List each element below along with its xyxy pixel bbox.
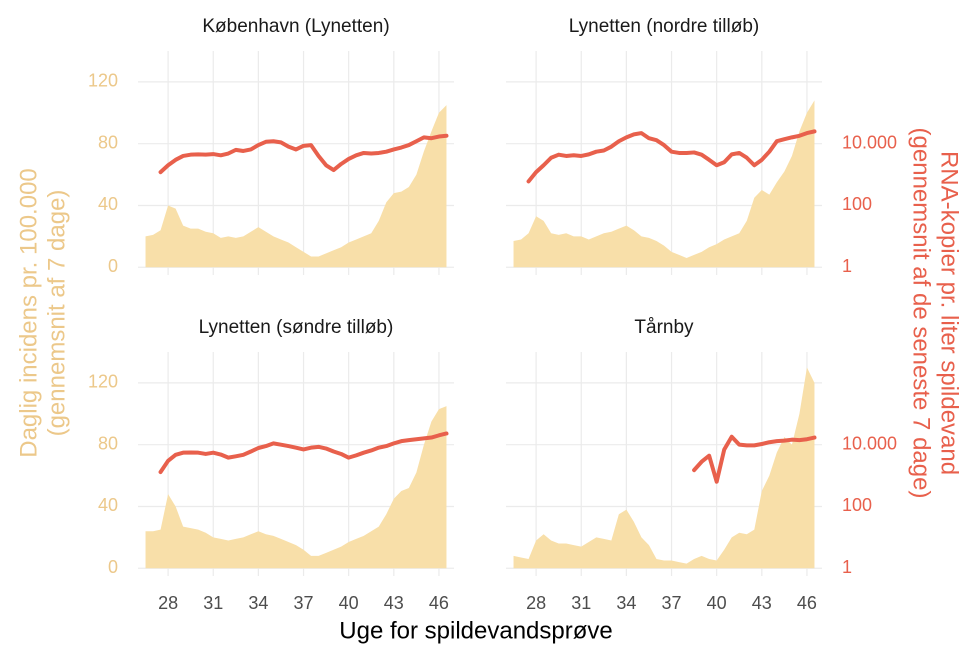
y2-axis-title-line: RNA-kopier pr. liter spildevand [936,151,963,475]
area [145,105,447,268]
area [513,100,815,268]
x-tick-label: 43 [384,593,404,613]
y-tick-label: 0 [108,557,118,577]
x-tick-label: 34 [248,593,268,613]
y-tick-label: 120 [88,372,118,392]
x-axis-title: Uge for spildevandsprøve [339,617,612,644]
y-tick-label: 40 [98,194,118,214]
y2-tick-label: 100 [842,495,872,515]
area [145,406,447,569]
y2-tick-label: 10.000 [842,132,897,152]
x-tick-label: 31 [203,593,223,613]
y-tick-label: 80 [98,433,118,453]
y2-axis-title-line: (gennemsnit af de seneste 7 dage) [908,128,935,499]
x-tick-label: 46 [797,593,817,613]
panel-title: Tårnby [634,317,694,338]
y2-tick-label: 100 [842,194,872,214]
x-tick-label: 40 [707,593,727,613]
x-tick-label: 28 [158,593,178,613]
x-tick-label: 46 [429,593,449,613]
y-axis-title-line: Daglig incidens pr. 100.000 [15,168,42,458]
line [692,434,817,484]
panel-title: Lynetten (søndre tilløb) [199,317,394,338]
y2-tick-label: 1 [842,256,852,276]
x-tick-label: 40 [339,593,359,613]
x-tick-label: 28 [526,593,546,613]
y-axis-title-line: (gennemsnit af 7 dage) [43,190,70,437]
y2-tick-label: 10.000 [842,433,897,453]
x-tick-label: 37 [294,593,314,613]
x-tick-label: 34 [616,593,636,613]
x-tick-label: 43 [752,593,772,613]
y-tick-label: 0 [108,256,118,276]
line [158,133,449,175]
x-tick-label: 37 [662,593,682,613]
panel-title: Lynetten (nordre tilløb) [569,16,759,37]
y-tick-label: 80 [98,132,118,152]
area [513,367,815,569]
y-axis-title: Daglig incidens pr. 100.000 (gennemsnit … [15,168,70,458]
line [526,129,817,184]
y2-axis-title: RNA-kopier pr. liter spildevand (gennems… [908,128,963,499]
y-tick-label: 40 [98,495,118,515]
x-tick-label: 31 [571,593,591,613]
line [158,431,449,475]
y-tick-label: 120 [88,71,118,91]
panel-title: København (Lynetten) [202,16,389,37]
y2-tick-label: 1 [842,557,852,577]
